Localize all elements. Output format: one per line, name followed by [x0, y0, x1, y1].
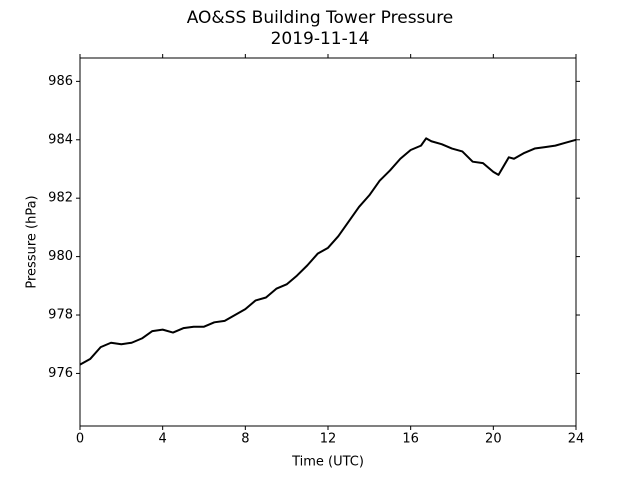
x-tick-label: 16 — [402, 432, 419, 447]
x-tick-label: 20 — [485, 432, 502, 447]
y-axis-label: Pressure (hPa) — [25, 195, 40, 288]
y-tick-label: 978 — [48, 308, 73, 323]
chart-title: AO&SS Building Tower Pressure — [187, 8, 454, 28]
y-tick-label: 976 — [48, 366, 73, 381]
x-tick-label: 0 — [76, 432, 84, 447]
x-tick-label: 12 — [320, 432, 337, 447]
x-tick-label: 4 — [159, 432, 167, 447]
chart-subtitle: 2019-11-14 — [271, 29, 370, 49]
y-tick-label: 986 — [48, 74, 73, 89]
y-tick-label: 982 — [48, 191, 73, 206]
y-tick-label: 980 — [48, 249, 73, 264]
line — [79, 137, 577, 366]
x-tick-label: 8 — [241, 432, 249, 447]
x-tick-label: 24 — [568, 432, 585, 447]
y-tick-label: 984 — [48, 132, 73, 147]
plot-frame — [79, 57, 577, 427]
x-axis-label: Time (UTC) — [291, 455, 364, 470]
